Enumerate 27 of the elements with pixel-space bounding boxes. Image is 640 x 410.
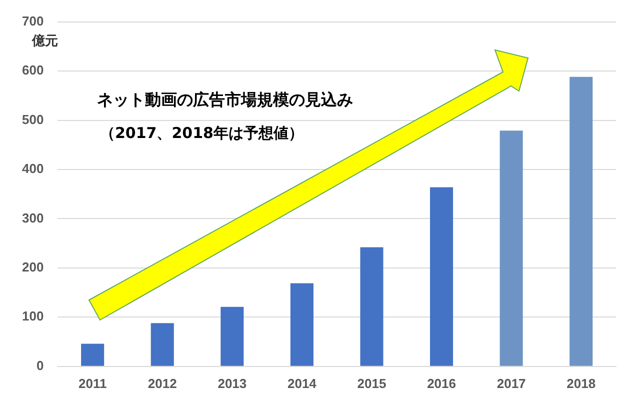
bar — [290, 283, 314, 366]
x-tick-label: 2013 — [218, 376, 247, 391]
bar — [150, 323, 174, 366]
text: ネット動画の広告市場規模の見込み — [97, 90, 353, 111]
x-tick-label: 2012 — [148, 376, 177, 391]
y-tick-label: 700 — [22, 13, 44, 28]
x-tick-label: 2016 — [427, 376, 456, 391]
text: （2017、2018年は予想値） — [100, 124, 304, 143]
bar — [570, 76, 593, 366]
bar — [500, 130, 523, 366]
y-tick-label: 400 — [22, 161, 44, 176]
x-tick-label: 2014 — [287, 376, 318, 391]
x-tick-label: 2015 — [357, 376, 386, 391]
y-tick-label: 200 — [22, 260, 44, 275]
y-axis-title: 億元 — [32, 32, 58, 50]
y-tick-label: 300 — [22, 210, 44, 226]
bar — [220, 306, 244, 366]
y-tick-label: 500 — [22, 112, 44, 127]
bar — [360, 247, 384, 366]
x-tick-label: 2017 — [496, 376, 526, 391]
x-tick-label: 2011 — [78, 376, 107, 391]
bar — [430, 187, 454, 366]
x-tick-label: 2018 — [566, 376, 596, 391]
y-tick-label: 0 — [36, 358, 44, 373]
y-tick-label: 100 — [22, 308, 44, 324]
bar — [81, 344, 104, 366]
y-tick-label: 600 — [22, 62, 44, 78]
